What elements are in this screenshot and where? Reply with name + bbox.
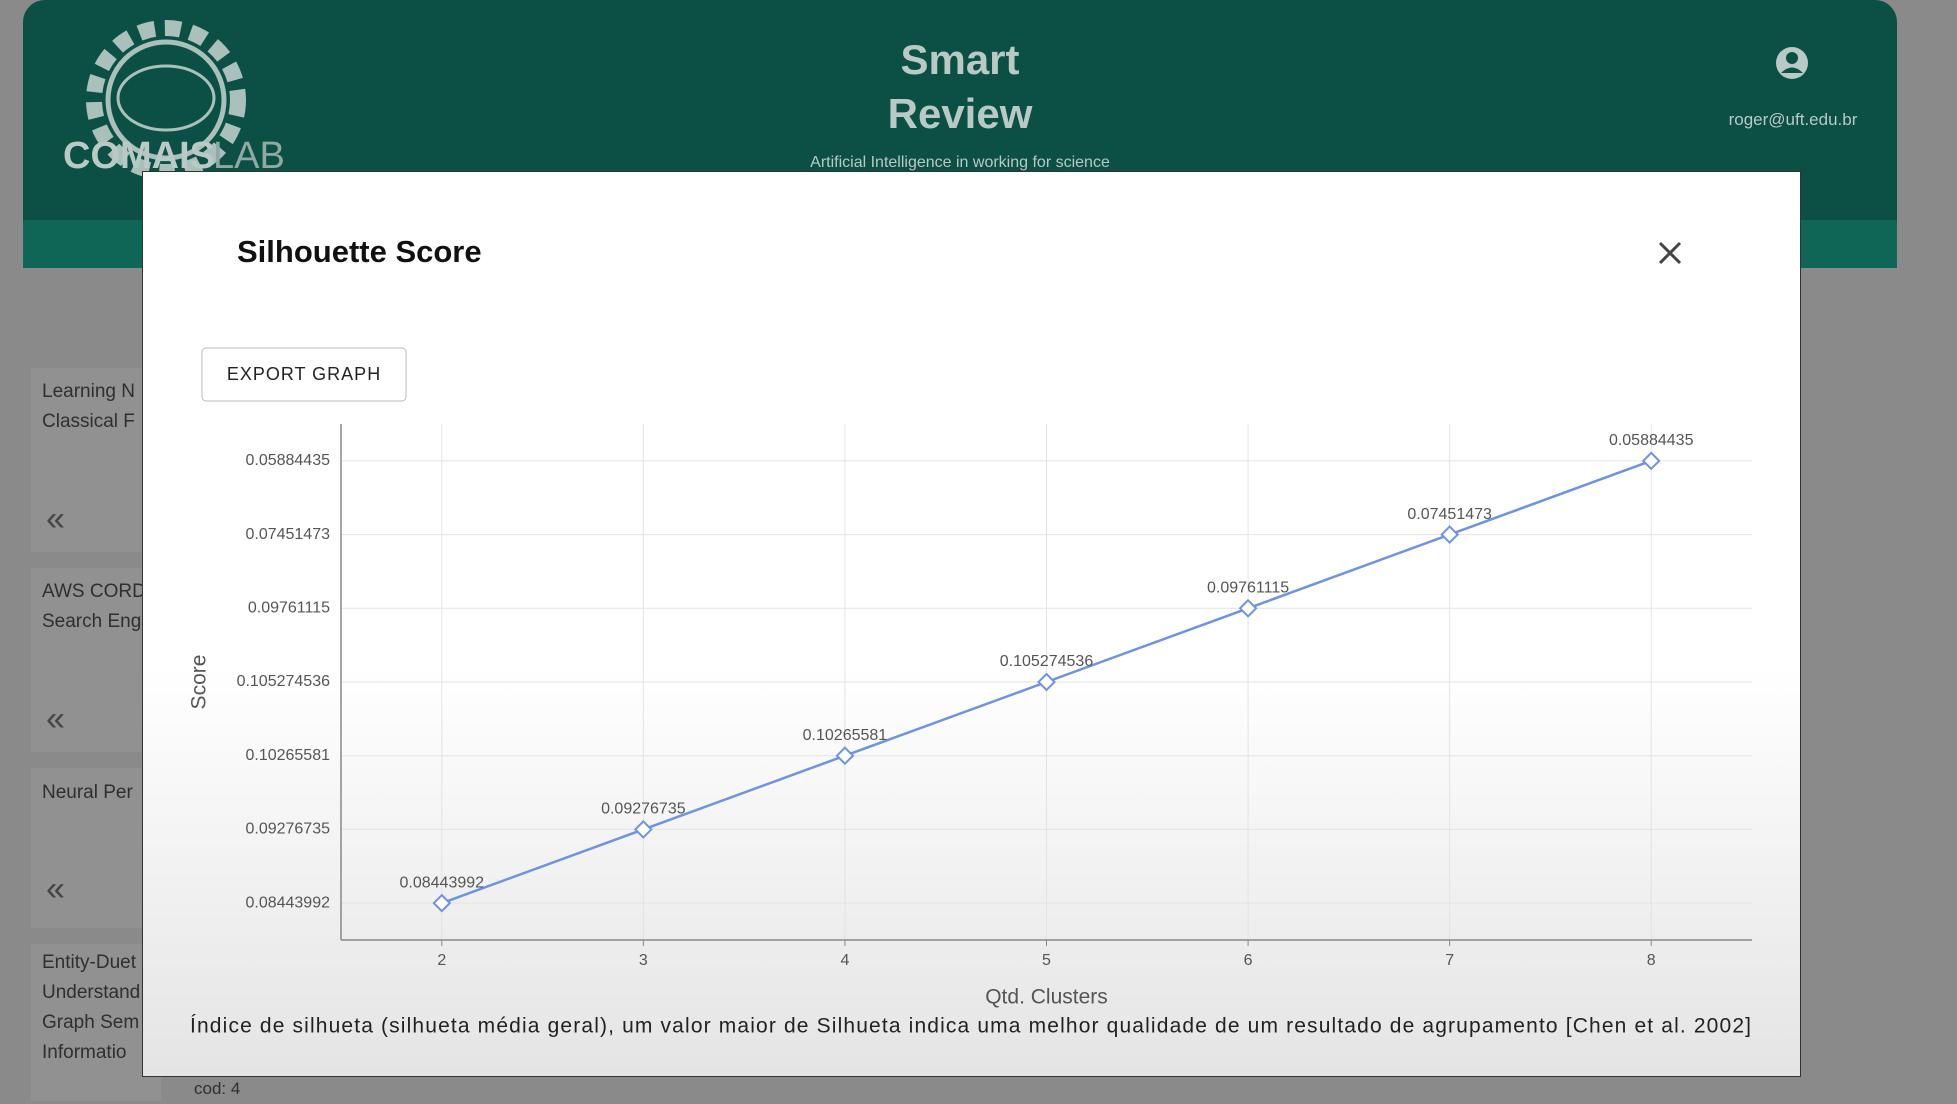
point-marker <box>1238 598 1258 618</box>
card-text: Learning N Classical F <box>42 377 135 437</box>
data-label: 0.05884435 <box>1609 432 1694 449</box>
card-line: AWS CORD <box>42 581 146 602</box>
card-line: Graph Sem <box>42 1012 140 1033</box>
card-line: Learning N <box>42 381 135 402</box>
x-tick-label: 6 <box>1244 952 1253 969</box>
user-email: roger@uft.edu.br <box>1728 110 1858 129</box>
export-button-label[interactable]: EXPORT GRAPH <box>227 364 381 384</box>
point-marker <box>1641 451 1661 471</box>
card-text: AWS CORD Search Eng <box>42 577 146 637</box>
x-tick-label: 2 <box>437 952 446 969</box>
y-tick-label: 0.09761115 <box>248 600 330 617</box>
card-line: Informatio <box>42 1042 127 1063</box>
data-label: 0.08443992 <box>400 874 485 891</box>
app-subtitle: Artificial Intelligence in working for s… <box>810 154 1110 171</box>
card[interactable] <box>31 768 161 928</box>
card-text: Neural Per <box>42 778 133 808</box>
export-button[interactable] <box>201 347 407 402</box>
y-tick-label: 0.08443992 <box>245 894 330 911</box>
data-label: 0.09761115 <box>1207 580 1289 597</box>
collapse-icon[interactable]: « <box>46 870 65 908</box>
card[interactable] <box>31 368 161 552</box>
point-marker <box>633 820 653 839</box>
modal: Silhouette Score EXPORT GRAPH 0.08443992… <box>142 171 1801 1077</box>
point-marker <box>1440 525 1460 544</box>
data-label: 0.09276735 <box>601 801 686 818</box>
x-tick-label: 8 <box>1647 952 1656 969</box>
app-title: Review <box>887 90 1033 137</box>
y-tick-label: 0.07451473 <box>245 526 330 543</box>
card-line: Classical F <box>42 411 135 432</box>
collapse-icon[interactable]: « <box>46 700 65 738</box>
y-tick-label: 0.105274536 <box>237 673 331 690</box>
point-marker <box>1037 672 1056 692</box>
y-tick-label: 0.05884435 <box>245 452 330 469</box>
card-line: Entity-Duet <box>42 952 136 973</box>
card-line: Understand <box>42 982 141 1003</box>
card-line: Search Eng <box>42 611 142 632</box>
card-text: Entity-Duet Understand Graph Sem Informatio <box>42 948 140 1068</box>
x-tick-label: 4 <box>840 952 849 969</box>
y-tick-label: 0.09276735 <box>245 821 330 838</box>
x-axis-label: Qtd. Clusters <box>985 986 1108 1009</box>
account-icon[interactable] <box>1775 46 1809 80</box>
card-line: Neural Per <box>42 782 133 803</box>
modal-panel <box>142 171 1801 1077</box>
x-tick-label: 3 <box>639 952 648 969</box>
card-code: cod: 4 <box>194 1079 241 1098</box>
app-title: Smart <box>900 36 1020 83</box>
data-label: 0.105274536 <box>1000 653 1094 670</box>
point-marker <box>835 746 855 766</box>
modal-title: Silhouette Score <box>237 234 482 269</box>
data-label: 0.07451473 <box>1407 506 1492 523</box>
x-tick-label: 5 <box>1042 952 1051 969</box>
x-tick-label: 7 <box>1445 952 1454 969</box>
data-label: 0.10265581 <box>803 727 888 744</box>
y-axis-label: Score <box>188 655 211 710</box>
collapse-icon[interactable]: « <box>46 500 65 538</box>
point-marker <box>432 893 452 913</box>
close-button[interactable] <box>1658 241 1682 265</box>
card[interactable] <box>31 944 161 1101</box>
card[interactable] <box>31 568 161 752</box>
y-tick-label: 0.10265581 <box>245 747 330 764</box>
